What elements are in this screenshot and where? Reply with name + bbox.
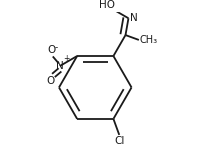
- Text: +: +: [63, 54, 69, 63]
- Text: O: O: [46, 76, 55, 86]
- Text: O: O: [48, 45, 56, 55]
- Text: N: N: [56, 61, 64, 71]
- Text: Cl: Cl: [114, 136, 125, 146]
- Text: CH₃: CH₃: [140, 35, 158, 45]
- Text: HO: HO: [99, 0, 115, 10]
- Text: N: N: [130, 13, 138, 23]
- Text: -: -: [55, 43, 58, 52]
